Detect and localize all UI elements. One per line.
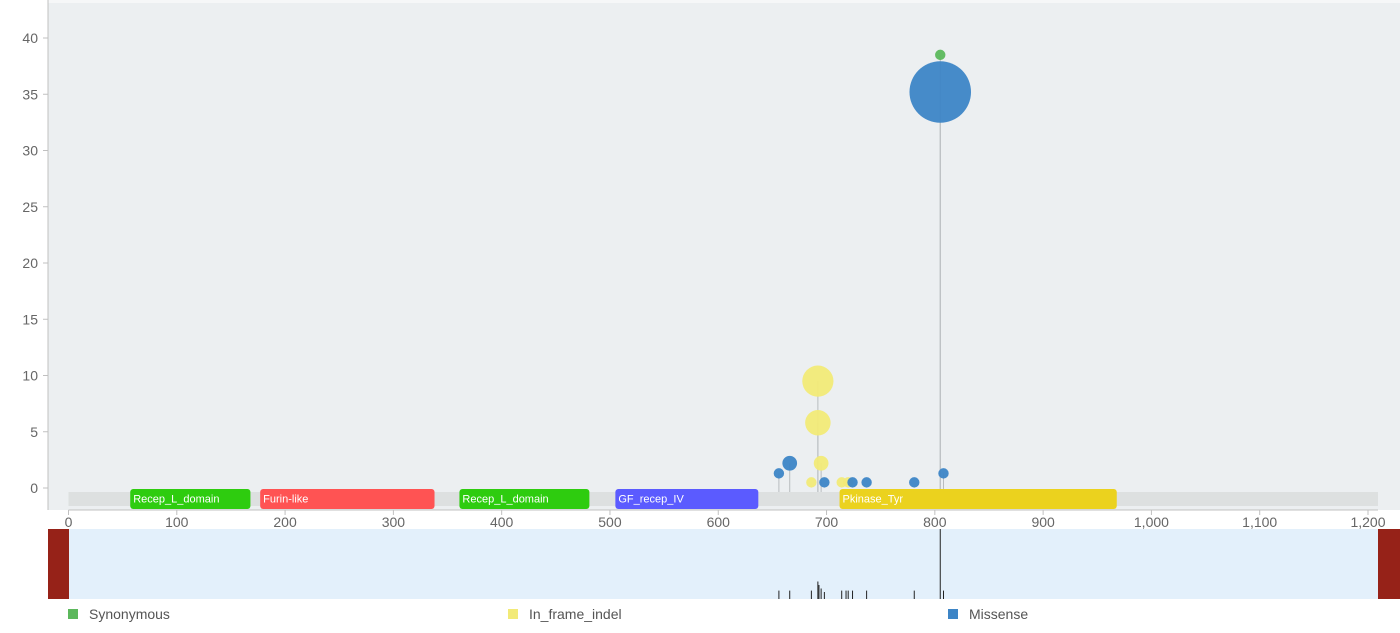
x-tick-label: 1,000 [1134,514,1169,530]
x-tick-label: 800 [923,514,947,530]
legend: Synonymous In_frame_indel Missense [0,600,1400,628]
y-tick-label: 15 [22,311,38,327]
x-tick-label: 400 [490,514,514,530]
y-tick-label: 5 [30,424,38,440]
protein-domain-label: Pkinase_Tyr [843,494,904,506]
mutation-point[interactable] [813,455,829,471]
plot-top-shade [48,0,1400,3]
protein-domain-label: GF_recep_IV [618,494,684,506]
x-tick-label: 1,100 [1242,514,1277,530]
mutation-point[interactable] [935,49,946,61]
mutation-point[interactable] [847,477,858,488]
legend-item-missense[interactable]: Missense [948,606,1028,622]
protein-domain[interactable] [459,489,590,509]
x-tick-label: 900 [1031,514,1055,530]
x-tick-label: 700 [815,514,839,530]
mutation-point[interactable] [773,468,785,479]
x-tick-label: 300 [382,514,406,530]
overview-right-handle[interactable] [1378,529,1400,599]
legend-swatch-missense [948,609,958,619]
overview-track[interactable] [48,529,1400,599]
mutation-point[interactable] [909,61,972,123]
x-tick-label: 500 [598,514,622,530]
mutation-point[interactable] [806,477,817,488]
protein-domain-label: Recep_L_domain [462,494,548,506]
overview-left-handle[interactable] [48,529,69,599]
protein-domain[interactable] [260,489,435,509]
y-tick-label: 35 [22,86,38,102]
protein-domain[interactable] [839,489,1117,509]
x-tick-label: 100 [165,514,189,530]
protein-domain-label: Furin-like [263,494,308,506]
y-tick-label: 20 [22,255,38,271]
legend-item-in-frame-indel[interactable]: In_frame_indel [508,606,622,622]
legend-label: Synonymous [89,606,170,622]
y-tick-label: 40 [22,30,38,46]
mutation-point[interactable] [805,410,831,436]
mutation-point[interactable] [819,477,830,488]
y-tick-label: 0 [30,480,38,496]
chart-canvas: 0 5 10 15 20 25 30 35 40 Recep_L_domain Furin-like… [22,0,1400,599]
mutation-point[interactable] [861,477,872,488]
protein-domain[interactable] [130,489,251,509]
mutation-point[interactable] [802,365,834,397]
x-tick-label: 600 [707,514,731,530]
protein-domain-label: Recep_L_domain [133,494,219,506]
legend-item-synonymous[interactable]: Synonymous [68,606,170,622]
y-tick-label: 10 [22,368,38,384]
mutation-point[interactable] [782,455,798,471]
y-tick-label: 25 [22,199,38,215]
legend-swatch-in-frame-indel [508,609,518,619]
mutation-point[interactable] [938,468,949,479]
legend-label: Missense [969,606,1029,622]
y-tick-label: 30 [22,143,38,159]
legend-label: In_frame_indel [529,606,622,622]
mutation-point[interactable] [909,477,920,488]
x-tick-label: 0 [65,514,73,530]
x-tick-label: 200 [273,514,297,530]
legend-swatch-synonymous [68,609,78,619]
protein-domain[interactable] [615,489,759,509]
plot-background [48,0,1400,510]
x-tick-label: 1,200 [1350,514,1385,530]
